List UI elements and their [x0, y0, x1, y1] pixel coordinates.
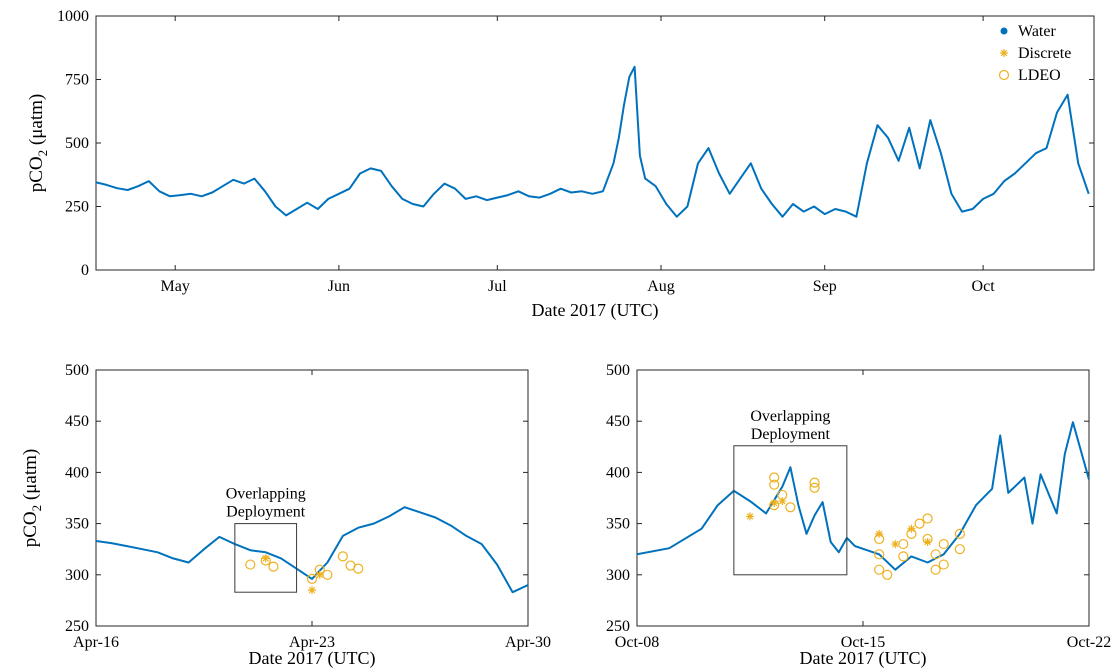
x-tick-label: Oct-08 — [615, 634, 659, 651]
ldeo-point — [938, 559, 949, 570]
ldeo-point — [922, 513, 933, 524]
ldeo-point — [769, 500, 780, 511]
x-tick-label: Jul — [488, 278, 507, 295]
discrete-point — [308, 586, 316, 595]
ldeo-point — [898, 538, 909, 550]
overlap-annotation: Overlapping Deployment — [226, 486, 306, 521]
ldeo-point — [268, 561, 279, 572]
y-tick-label: 500 — [65, 135, 89, 152]
y-axis-label: pCO2 (μatm) — [20, 449, 44, 548]
x-axis-label: Date 2017 (UTC) — [800, 648, 927, 669]
discrete-point — [907, 524, 916, 533]
plot-area — [96, 65, 1090, 218]
discrete-point — [746, 512, 754, 521]
axes-box — [636, 369, 1090, 627]
x-tick-label: Oct-22 — [1067, 634, 1111, 651]
y-tick-label: 300 — [606, 567, 630, 584]
ldeo-point — [874, 564, 885, 575]
y-tick-label: 400 — [606, 464, 630, 481]
ldeo-point — [906, 528, 917, 539]
overlap-box — [733, 445, 848, 576]
discrete-point — [261, 554, 270, 563]
y-tick-label: 500 — [606, 362, 630, 379]
x-tick-label: Aug — [647, 278, 675, 295]
x-tick-label: May — [161, 278, 190, 295]
x-tick-label: Jun — [328, 278, 350, 295]
ldeo-point — [898, 551, 909, 562]
ldeo-point — [938, 538, 949, 550]
ldeo-point — [930, 549, 941, 560]
panel-april-zoom: 250 300 350 400 450 500 Apr-16 Apr-23 Apr-30 Date… — [20, 362, 551, 669]
water-series-line — [96, 506, 528, 594]
legend-entry-label: LDEO — [1018, 67, 1061, 84]
panel-full-season: 0 250 500 750 1000 May Jun Jul Aug Sep Oct Date 201… — [26, 8, 1095, 321]
x-tick-label: Apr-30 — [505, 634, 551, 651]
y-tick-label: 0 — [81, 262, 89, 279]
discrete-point — [778, 497, 787, 506]
discrete-point — [923, 538, 932, 547]
y-tick-label: 450 — [65, 413, 89, 430]
y-tick-label: 250 — [65, 618, 89, 635]
y-tick-label: 750 — [65, 72, 89, 89]
x-tick-label: Oct — [972, 278, 996, 295]
legend-entry-label: Discrete — [1018, 45, 1071, 62]
ldeo-point — [954, 528, 965, 539]
y-tick-label: 1000 — [57, 8, 89, 25]
panel-october-zoom: 250 300 350 400 450 500 Oct-08 Oct-15 Oct-22 Date… — [606, 362, 1111, 669]
plot-area — [96, 506, 528, 595]
x-axis-label: Date 2017 (UTC) — [249, 648, 376, 669]
overlap-annotation: Overlapping Deployment — [750, 408, 830, 443]
water-series-line — [637, 421, 1089, 571]
discrete-point — [875, 529, 884, 538]
legend-water-marker — [1000, 27, 1008, 35]
y-axis-label: pCO2 (μatm) — [26, 94, 50, 193]
x-tick-label: Oct-15 — [841, 634, 885, 651]
ldeo-point — [245, 559, 256, 570]
ldeo-point — [306, 573, 318, 584]
legend-discrete-marker — [1000, 49, 1008, 57]
ldeo-point — [874, 533, 885, 545]
ldeo-point — [809, 477, 820, 488]
ldeo-point — [914, 518, 925, 529]
ldeo-point — [260, 555, 271, 566]
ldeo-point — [954, 544, 965, 555]
ldeo-point — [353, 563, 364, 574]
ldeo-point — [322, 569, 333, 580]
y-tick-label: 250 — [65, 199, 89, 216]
ldeo-point — [809, 482, 820, 493]
ldeo-point — [874, 549, 885, 560]
plot-area — [637, 421, 1089, 580]
ldeo-point — [882, 569, 893, 580]
legend: Water Discrete LDEO — [998, 23, 1071, 84]
ldeo-point — [777, 489, 788, 501]
ldeo-point — [769, 479, 780, 490]
y-tick-label: 350 — [65, 516, 89, 533]
legend-entry-label: Water — [1018, 23, 1056, 40]
y-tick-label: 300 — [65, 567, 89, 584]
water-series-line — [96, 65, 1090, 218]
x-tick-label: Apr-16 — [73, 634, 119, 651]
y-tick-label: 250 — [606, 618, 630, 635]
x-tick-label: Apr-23 — [289, 634, 335, 651]
discrete-point — [315, 570, 324, 579]
y-tick-label: 400 — [65, 464, 89, 481]
discrete-point — [891, 540, 900, 549]
ldeo-point — [930, 564, 941, 575]
y-tick-label: 350 — [606, 516, 630, 533]
overlap-box — [234, 523, 298, 593]
axes-box — [95, 15, 1095, 271]
x-tick-label: Sep — [813, 278, 837, 295]
ldeo-point — [769, 472, 780, 483]
ldeo-point — [922, 533, 933, 545]
ldeo-point — [337, 551, 348, 562]
ldeo-point — [314, 564, 325, 575]
legend-ldeo-marker — [998, 69, 1010, 81]
y-tick-label: 450 — [606, 413, 630, 430]
ldeo-point — [785, 502, 796, 513]
y-tick-label: 500 — [65, 362, 89, 379]
x-axis-label: Date 2017 (UTC) — [532, 300, 659, 321]
discrete-point — [770, 499, 779, 508]
